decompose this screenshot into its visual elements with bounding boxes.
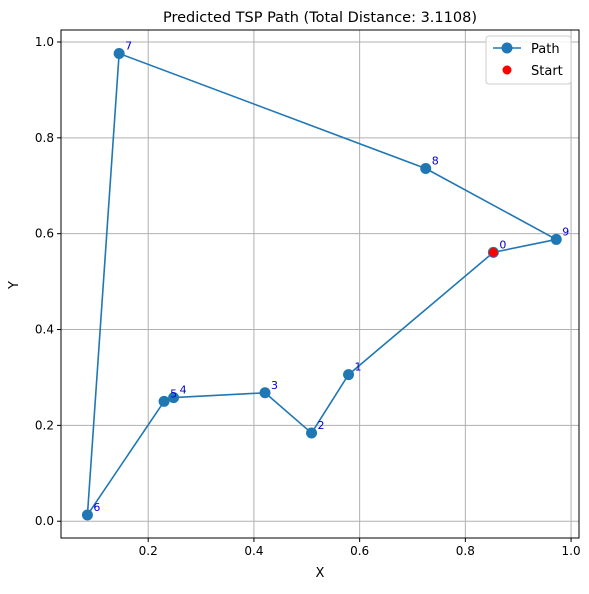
path-point-2: [306, 427, 318, 439]
node-labels: 0 1 2 3 45 6 7 8 9: [93, 39, 569, 514]
node-label-3: 3: [271, 379, 278, 392]
path-point-5: [158, 395, 170, 407]
node-label-1: 1: [355, 361, 362, 374]
y-tick-label: 0.8: [35, 131, 54, 145]
y-tick-label: 0.6: [35, 227, 54, 241]
plot-frame: [60, 29, 580, 539]
path-point-6: [81, 509, 93, 521]
path-point-1: [343, 369, 355, 381]
y-tick-label: 0.0: [35, 514, 54, 528]
node-label-9: 9: [562, 225, 569, 238]
path-point-7: [113, 47, 125, 59]
path-point-4: [168, 392, 180, 404]
x-tick-label: 0.6: [350, 544, 369, 558]
legend: Path Start: [485, 35, 572, 85]
y-tick-label: 0.2: [35, 418, 54, 432]
node-label-5: 5: [170, 387, 177, 400]
legend-start-label: Start: [531, 64, 563, 79]
legend-path-label: Path: [531, 42, 560, 57]
node-label-4: 4: [180, 384, 187, 397]
grid: [61, 30, 579, 538]
node-label-2: 2: [318, 419, 325, 432]
legend-path-swatch-marker: [501, 42, 513, 54]
node-label-0: 0: [499, 238, 506, 251]
legend-start-swatch: [502, 65, 512, 75]
tsp-path-polyline: [86, 52, 558, 516]
y-axis-label: Y: [7, 281, 22, 290]
node-label-7: 7: [125, 39, 132, 52]
y-tick-label: 0.4: [35, 323, 54, 337]
path-point-9: [550, 233, 562, 245]
x-tick-label: 0.2: [139, 544, 158, 558]
y-tick-label: 1.0: [35, 35, 54, 49]
path-line: [86, 52, 558, 516]
start-point: [488, 247, 498, 257]
path-point-3: [259, 387, 271, 399]
node-label-6: 6: [93, 501, 100, 514]
chart-title: Predicted TSP Path (Total Distance: 3.11…: [163, 10, 477, 26]
x-axis-label: X: [316, 566, 325, 581]
node-label-8: 8: [432, 155, 439, 168]
x-tick-label: 0.8: [456, 544, 475, 558]
path-point-8: [420, 163, 432, 175]
axis-ticks: 0.2 0.4 0.6 0.8 1.0 0.0 0.2 0.4 0.6 0.8 1.0: [35, 35, 581, 558]
x-tick-label: 1.0: [562, 544, 581, 558]
x-tick-label: 0.4: [244, 544, 263, 558]
path-markers: [81, 47, 562, 521]
